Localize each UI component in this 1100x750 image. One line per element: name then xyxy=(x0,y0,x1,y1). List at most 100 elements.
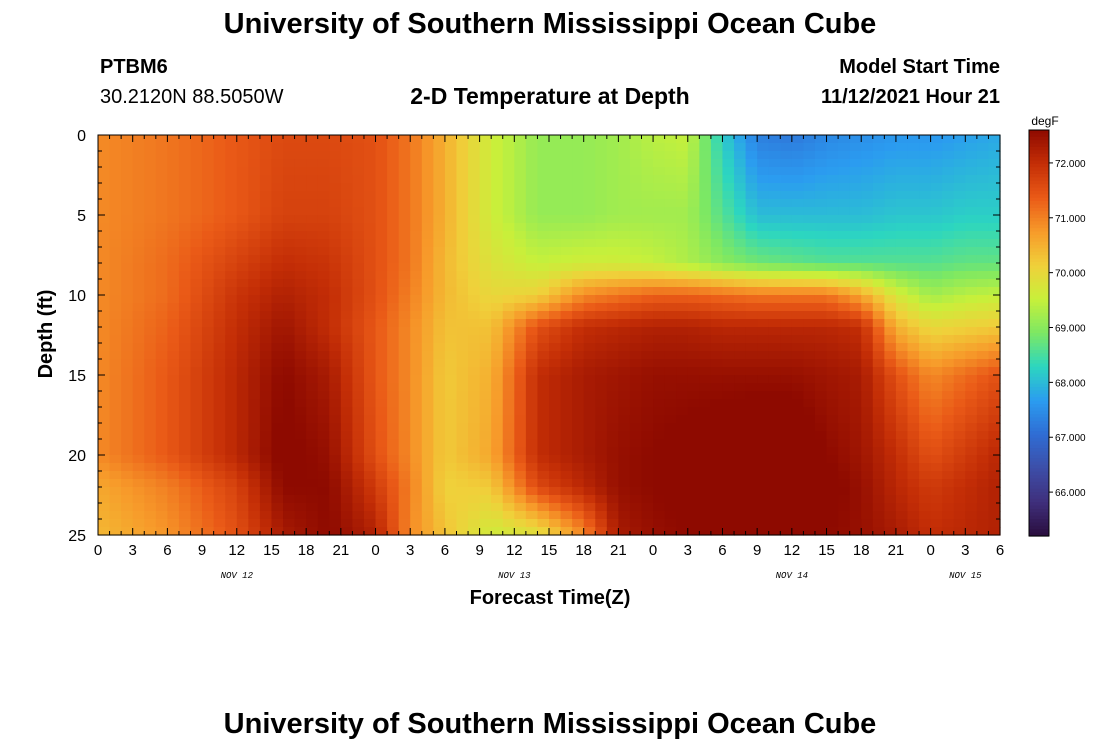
heatmap-cell xyxy=(479,335,492,344)
heatmap-cell xyxy=(988,455,1001,464)
heatmap-cell xyxy=(109,447,122,456)
heatmap-cell xyxy=(468,255,481,264)
heatmap-cell xyxy=(606,439,619,448)
heatmap-cell xyxy=(236,423,249,432)
heatmap-cell xyxy=(606,287,619,296)
heatmap-cell xyxy=(664,247,677,256)
heatmap-cell xyxy=(872,255,885,264)
heatmap-cell xyxy=(583,503,596,512)
heatmap-cell xyxy=(595,207,608,216)
heatmap-cell xyxy=(942,447,955,456)
heatmap-cell xyxy=(248,463,261,472)
heatmap-cell xyxy=(132,311,145,320)
heatmap-cell xyxy=(132,231,145,240)
heatmap-cell xyxy=(838,399,851,408)
heatmap-cell xyxy=(468,471,481,480)
heatmap-cell xyxy=(283,439,296,448)
heatmap-cell xyxy=(479,287,492,296)
heatmap-cell xyxy=(780,383,793,392)
heatmap-cell xyxy=(780,375,793,384)
heatmap-cell xyxy=(271,335,284,344)
heatmap-cell xyxy=(560,215,573,224)
heatmap-cell xyxy=(178,479,192,488)
heatmap-cell xyxy=(734,223,747,232)
heatmap-cell xyxy=(202,303,215,312)
heatmap-cell xyxy=(421,447,434,456)
heatmap-cell xyxy=(699,207,712,216)
heatmap-cell xyxy=(271,367,284,376)
heatmap-cell xyxy=(340,199,354,208)
heatmap-cell xyxy=(167,503,180,512)
heatmap-cell xyxy=(248,479,261,488)
heatmap-cell xyxy=(942,175,955,184)
heatmap-cell xyxy=(549,295,562,304)
heatmap-cell xyxy=(722,151,735,160)
heatmap-cell xyxy=(340,247,354,256)
heatmap-cell xyxy=(988,423,1001,432)
heatmap-cell xyxy=(919,223,932,232)
colorbar-segment xyxy=(1029,140,1049,145)
heatmap-cell xyxy=(942,383,955,392)
heatmap-cell xyxy=(456,407,469,416)
heatmap-cell xyxy=(340,303,354,312)
heatmap-cell xyxy=(606,519,619,528)
colorbar-segment xyxy=(1029,400,1049,405)
heatmap-cell xyxy=(757,327,770,336)
heatmap-cell xyxy=(595,327,608,336)
heatmap-cell xyxy=(560,367,573,376)
heatmap-cell xyxy=(479,303,492,312)
heatmap-cell xyxy=(722,135,735,144)
colorbar-segment xyxy=(1029,238,1049,243)
heatmap-cell xyxy=(375,463,388,472)
heatmap-cell xyxy=(976,471,990,480)
heatmap-cell xyxy=(583,255,596,264)
x-tick-label: 18 xyxy=(853,542,870,559)
heatmap-cell xyxy=(687,519,700,528)
heatmap-cell xyxy=(687,479,700,488)
heatmap-cell xyxy=(132,471,145,480)
heatmap-cell xyxy=(225,479,238,488)
heatmap-cell xyxy=(190,503,203,512)
heatmap-cell xyxy=(167,135,180,144)
heatmap-cell xyxy=(988,319,1001,328)
heatmap-cell xyxy=(248,271,261,280)
heatmap-cell xyxy=(213,183,226,192)
heatmap-cell xyxy=(468,231,481,240)
heatmap-cell xyxy=(687,455,700,464)
heatmap-cell xyxy=(549,415,562,424)
heatmap-cell xyxy=(375,215,388,224)
heatmap-cell xyxy=(329,287,342,296)
heatmap-cell xyxy=(236,311,249,320)
heatmap-cell xyxy=(884,287,897,296)
heatmap-cell xyxy=(919,207,932,216)
heatmap-cell xyxy=(560,319,573,328)
heatmap-cell xyxy=(410,199,423,208)
heatmap-cell xyxy=(930,383,943,392)
heatmap-cell xyxy=(514,471,527,480)
heatmap-cell xyxy=(190,455,203,464)
heatmap-cell xyxy=(907,343,920,352)
heatmap-cell xyxy=(444,287,458,296)
heatmap-cell xyxy=(213,231,226,240)
heatmap-cell xyxy=(525,431,539,440)
colorbar-segment xyxy=(1029,448,1049,453)
heatmap-cell xyxy=(618,159,631,168)
heatmap-cell xyxy=(294,359,307,368)
heatmap-cell xyxy=(387,503,400,512)
heatmap-cell xyxy=(109,431,122,440)
heatmap-cell xyxy=(780,263,793,272)
heatmap-cell xyxy=(109,327,122,336)
heatmap-cell xyxy=(236,327,249,336)
heatmap-cell xyxy=(907,463,920,472)
heatmap-cell xyxy=(849,511,862,520)
heatmap-cell xyxy=(722,223,735,232)
heatmap-cell xyxy=(791,159,805,168)
heatmap-cell xyxy=(340,415,354,424)
heatmap-cell xyxy=(768,423,781,432)
heatmap-cell xyxy=(988,279,1001,288)
heatmap-cell xyxy=(745,519,758,528)
heatmap-cell xyxy=(236,151,249,160)
heatmap-cell xyxy=(98,327,111,336)
heatmap-cell xyxy=(699,455,712,464)
heatmap-cell xyxy=(259,295,273,304)
